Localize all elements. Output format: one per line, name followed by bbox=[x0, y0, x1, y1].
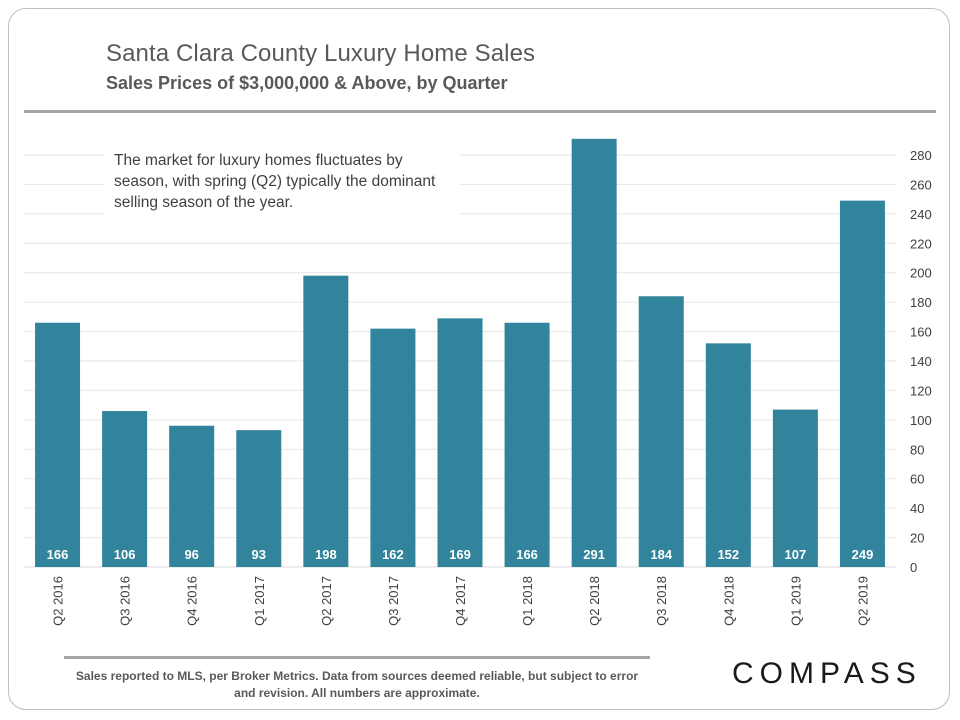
x-tick-label: Q2 2016 bbox=[51, 576, 66, 626]
x-tick-label: Q4 2016 bbox=[185, 576, 200, 626]
bar-value-label: 166 bbox=[516, 547, 538, 562]
x-tick-label: Q3 2018 bbox=[654, 576, 669, 626]
bar-value-label: 169 bbox=[449, 547, 471, 562]
bar-value-label: 106 bbox=[114, 547, 136, 562]
x-tick-label: Q2 2019 bbox=[855, 576, 870, 626]
y-tick-label: 240 bbox=[910, 207, 932, 222]
chart-title: Santa Clara County Luxury Home Sales bbox=[106, 40, 536, 67]
bar bbox=[839, 200, 885, 567]
bar bbox=[571, 138, 617, 567]
bar-value-label: 152 bbox=[717, 547, 739, 562]
y-tick-label: 140 bbox=[910, 354, 932, 369]
bar-value-label: 107 bbox=[785, 547, 807, 562]
bar bbox=[102, 411, 148, 567]
bar-value-label: 96 bbox=[184, 547, 198, 562]
x-tick-label: Q3 2017 bbox=[386, 576, 401, 626]
bar bbox=[236, 430, 282, 567]
x-tick-label: Q3 2016 bbox=[118, 576, 133, 626]
y-tick-label: 100 bbox=[910, 413, 932, 428]
y-tick-label: 0 bbox=[910, 560, 917, 575]
bottom-divider bbox=[64, 656, 650, 659]
bar bbox=[303, 275, 349, 567]
y-tick-label: 80 bbox=[910, 442, 924, 457]
source-footnote: Sales reported to MLS, per Broker Metric… bbox=[75, 669, 639, 700]
bar bbox=[705, 343, 751, 567]
bar bbox=[504, 322, 550, 567]
y-tick-label: 180 bbox=[910, 295, 932, 310]
x-tick-label: Q1 2019 bbox=[788, 576, 803, 626]
y-tick-label: 280 bbox=[910, 148, 932, 163]
y-tick-label: 220 bbox=[910, 236, 932, 251]
top-divider bbox=[24, 110, 936, 113]
chart-subtitle: Sales Prices of $3,000,000 & Above, by Q… bbox=[106, 73, 508, 93]
y-tick-label: 40 bbox=[910, 501, 924, 516]
y-tick-label: 60 bbox=[910, 472, 924, 487]
bar bbox=[370, 328, 416, 567]
bar bbox=[772, 409, 818, 567]
compass-logo: COMPASS bbox=[732, 657, 922, 690]
x-tick-label: Q4 2017 bbox=[453, 576, 468, 626]
bar-value-label: 93 bbox=[252, 547, 266, 562]
bar-value-label: 198 bbox=[315, 547, 337, 562]
bar-value-label: 166 bbox=[47, 547, 69, 562]
bar bbox=[638, 296, 684, 567]
x-tick-label: Q4 2018 bbox=[721, 576, 736, 626]
x-tick-label: Q2 2018 bbox=[587, 576, 602, 626]
annotation-text: The market for luxury homes fluctuates b… bbox=[104, 148, 460, 215]
x-tick-label: Q2 2017 bbox=[319, 576, 334, 626]
x-axis-ticks: Q2 2016 Q3 2016 Q4 2016 Q1 2017 Q2 2017 Q3 20… bbox=[51, 576, 871, 626]
y-axis-ticks: 0 20 40 60 80 100 120 140 160 180 200 220 240 260 280 bbox=[910, 148, 932, 575]
data-labels: 166 106 96 93 198 162 169 166 291 184 152 107 249 bbox=[47, 547, 874, 562]
bar-value-label: 184 bbox=[650, 547, 672, 562]
bar bbox=[437, 318, 483, 567]
y-tick-label: 20 bbox=[910, 531, 924, 546]
x-tick-label: Q1 2017 bbox=[252, 576, 267, 626]
bars bbox=[35, 138, 885, 567]
slide-frame bbox=[8, 8, 950, 710]
bar bbox=[35, 322, 81, 567]
y-tick-label: 200 bbox=[910, 266, 932, 281]
x-tick-label: Q1 2018 bbox=[520, 576, 535, 626]
bar-value-label: 291 bbox=[583, 547, 605, 562]
bar-value-label: 162 bbox=[382, 547, 404, 562]
y-tick-label: 120 bbox=[910, 383, 932, 398]
y-tick-label: 260 bbox=[910, 177, 932, 192]
bar-value-label: 249 bbox=[852, 547, 874, 562]
y-tick-label: 160 bbox=[910, 325, 932, 340]
bar bbox=[169, 425, 215, 567]
